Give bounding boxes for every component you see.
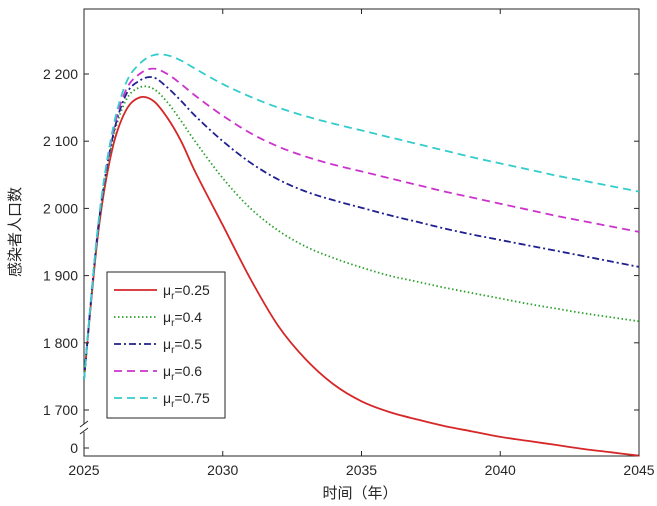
y-tick-label: 2 000 [43,200,78,216]
y-axis-title: 感染者人口数 [6,187,24,277]
legend-label-4: μr=0.6 [163,363,202,383]
x-tick-label: 2035 [346,462,377,478]
series-line-2 [83,85,640,380]
legend-label-5: μr=0.75 [163,390,210,410]
legend-label-2: μr=0.4 [163,309,202,329]
x-tick-label: 2025 [68,462,99,478]
y-tick-label: 2 200 [43,66,78,82]
y-tick-label-zero: 0 [70,440,78,456]
series-line-1 [83,95,640,457]
legend-label-1: μr=0.25 [163,282,210,302]
x-axis-title: 时间（年） [322,484,397,502]
axis-break-mark [79,420,89,428]
legend-box [106,271,226,419]
axes-layer: 2025 2030 2035 2040 2045 1 700 1 800 1 900 2 000… [43,9,655,478]
x-tick-label: 2030 [207,462,238,478]
axis-break-gap [80,424,88,432]
x-tick-label: 2040 [485,462,516,478]
y-tick-label: 1 900 [43,268,78,284]
series-line-3 [83,76,640,380]
axis-break-mark [79,427,89,435]
y-tick-label: 1 700 [43,402,78,418]
legend: μr=0.25 μr=0.4 μr=0.5 μr=0.6 μr=0.75 [106,271,226,419]
legend-label-3: μr=0.5 [163,336,202,356]
series-layer [83,53,640,457]
series-line-5 [83,53,640,380]
series-line-4 [83,67,640,380]
y-tick-label: 1 800 [43,335,78,351]
x-tick-label: 2045 [623,462,654,478]
y-tick-label: 2 100 [43,133,78,149]
